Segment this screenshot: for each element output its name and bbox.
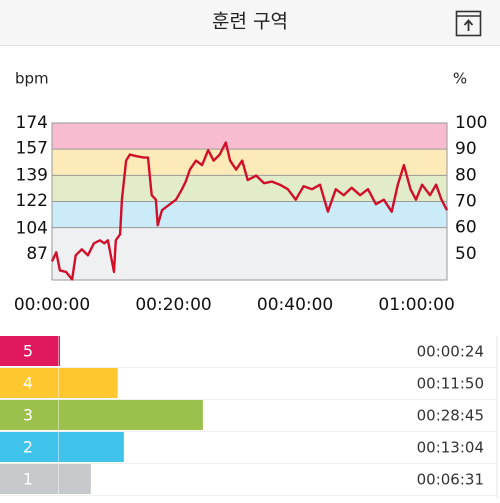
zone-duration: 00:28:45 (417, 407, 484, 425)
header-title: 훈련 구역 (212, 11, 288, 33)
y-tick-label: 157 (16, 139, 48, 159)
zone-label: 1 (23, 470, 33, 489)
export-button[interactable] (455, 10, 482, 37)
x-tick-label: 00:20:00 (135, 295, 211, 315)
header-bar (0, 0, 500, 45)
zone-label: 5 (23, 342, 33, 361)
plot-frame (51, 122, 448, 281)
zone-bar (0, 336, 61, 366)
y2-tick-label: 70 (455, 192, 477, 212)
y-tick-label: 87 (26, 244, 48, 264)
x-tick-label: 00:00:00 (14, 295, 90, 315)
zone-duration: 00:13:04 (417, 439, 484, 457)
zone-duration: 00:00:24 (417, 343, 484, 361)
y-tick-label: 174 (16, 113, 48, 133)
y2-tick-label: 50 (455, 244, 477, 264)
zone-band (52, 123, 447, 150)
zone-row: 4 00:11:50 (0, 368, 497, 400)
y2-tick-label: 60 (455, 218, 477, 238)
y-axis-label: bpm (15, 70, 49, 88)
zone-band (52, 201, 447, 228)
zone-bar (0, 368, 118, 398)
zone-label: 4 (23, 374, 33, 393)
zone-row: 2 00:13:04 (0, 432, 497, 464)
y-tick-label: 122 (16, 191, 48, 211)
x-tick-label: 01:00:00 (378, 295, 454, 315)
zone-row: 5 00:00:24 (0, 336, 497, 368)
export-icon-arrow (463, 19, 474, 31)
export-icon-frame (455, 10, 482, 37)
zone-label: 2 (23, 438, 33, 457)
y2-tick-label: 90 (455, 139, 477, 159)
y2-axis-label: % (453, 70, 467, 88)
zone-row: 1 00:06:31 (0, 464, 497, 496)
x-tick-label: 00:40:00 (257, 295, 333, 315)
zone-bar (0, 432, 124, 462)
y-tick-label: 104 (16, 218, 48, 238)
zone-band (52, 149, 447, 176)
zone-duration: 00:06:31 (417, 471, 484, 489)
y2-tick-label: 80 (455, 165, 477, 185)
y-tick-label: 139 (16, 166, 48, 186)
heart-rate-line (50, 141, 449, 281)
zone-bar (0, 464, 91, 494)
zone-row: 3 00:28:45 (0, 400, 497, 432)
zone-bar (0, 400, 203, 430)
zone-duration: 00:11:50 (417, 375, 484, 393)
y2-tick-label: 100 (455, 113, 487, 133)
zone-label: 3 (23, 406, 33, 425)
